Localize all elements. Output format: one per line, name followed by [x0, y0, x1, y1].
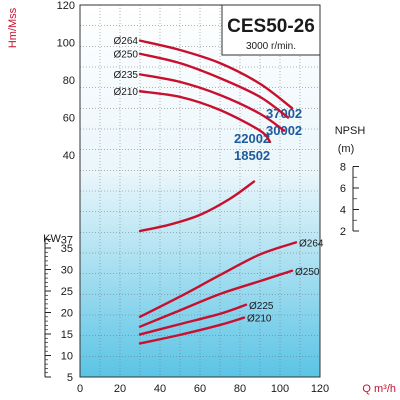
head-tick-label: 120 [57, 0, 75, 12]
power-tick-label: 20 [61, 308, 73, 320]
motor-label-22002: 22002 [234, 131, 270, 146]
curve-labels: Ø264 Ø250 Ø235 Ø210 Ø264 Ø250 Ø225 Ø210 [114, 36, 324, 325]
x-tick-label: 0 [77, 383, 83, 395]
power-axis-label: KW [43, 233, 61, 245]
power-curve--210 [138, 316, 246, 345]
head-curve-label--264: Ø264 [114, 36, 139, 47]
x-axis-label: Q m³/h [362, 383, 396, 395]
tick-labels: 0 20 40 60 80 100 1201201008060403735302520151… [44, 0, 359, 395]
head-tick-label: 40 [63, 150, 75, 162]
power-tick-label: 37 [61, 234, 73, 246]
x-tick-label: 60 [194, 383, 206, 395]
model-speed: 3000 r/min. [246, 41, 296, 52]
power-curve-label--210: Ø210 [247, 314, 272, 325]
motor-label-18502: 18502 [234, 148, 270, 163]
head-curve--235 [138, 73, 286, 132]
plot-frame [79, 4, 321, 378]
curves [138, 39, 298, 345]
npsh-tick-label: 2 [340, 226, 346, 238]
head-curve-label--250: Ø250 [114, 49, 139, 60]
power-tick-label: 5 [67, 372, 73, 384]
npsh-axis-unit: (m) [338, 143, 355, 155]
npsh-curve [138, 180, 256, 233]
head-tick-label: 100 [57, 38, 75, 50]
npsh-tick-label: 4 [340, 205, 346, 217]
power-curve--225 [138, 303, 248, 336]
head-curve--250 [138, 52, 290, 119]
head-tick-label: 60 [63, 113, 75, 125]
head-curve--210 [138, 90, 272, 144]
power-curve--264 [138, 241, 298, 318]
head-curve-label--235: Ø235 [114, 70, 139, 81]
power-tick-label: 25 [61, 286, 73, 298]
power-curve-label--264: Ø264 [299, 238, 324, 249]
power-tick-label: 15 [61, 329, 73, 341]
power-tick-label: 35 [61, 243, 73, 255]
head-axis-label: Hm/Mss [7, 7, 19, 48]
head-curve-label--210: Ø210 [114, 87, 139, 98]
power-curve--250 [138, 269, 294, 328]
grid [79, 4, 321, 378]
head-curve--264 [138, 39, 294, 110]
npsh-axis-label: NPSH [335, 125, 366, 137]
npsh-tick-label: 6 [340, 183, 346, 195]
power-tick-label: 10 [61, 351, 73, 363]
x-tick-label: 80 [234, 383, 246, 395]
power-tick-label: 30 [61, 265, 73, 277]
npsh-tick-label: 8 [340, 162, 346, 174]
power-curve-label--225: Ø225 [249, 301, 274, 312]
model-title: CES50-26 [227, 16, 315, 37]
title-box [221, 4, 321, 56]
head-tick-label: 80 [63, 75, 75, 87]
x-tick-label: 40 [154, 383, 166, 395]
x-tick-label: 20 [114, 383, 126, 395]
x-tick-label: 120 [311, 383, 329, 395]
power-curve-label--250: Ø250 [295, 267, 320, 278]
x-tick-label: 100 [271, 383, 289, 395]
